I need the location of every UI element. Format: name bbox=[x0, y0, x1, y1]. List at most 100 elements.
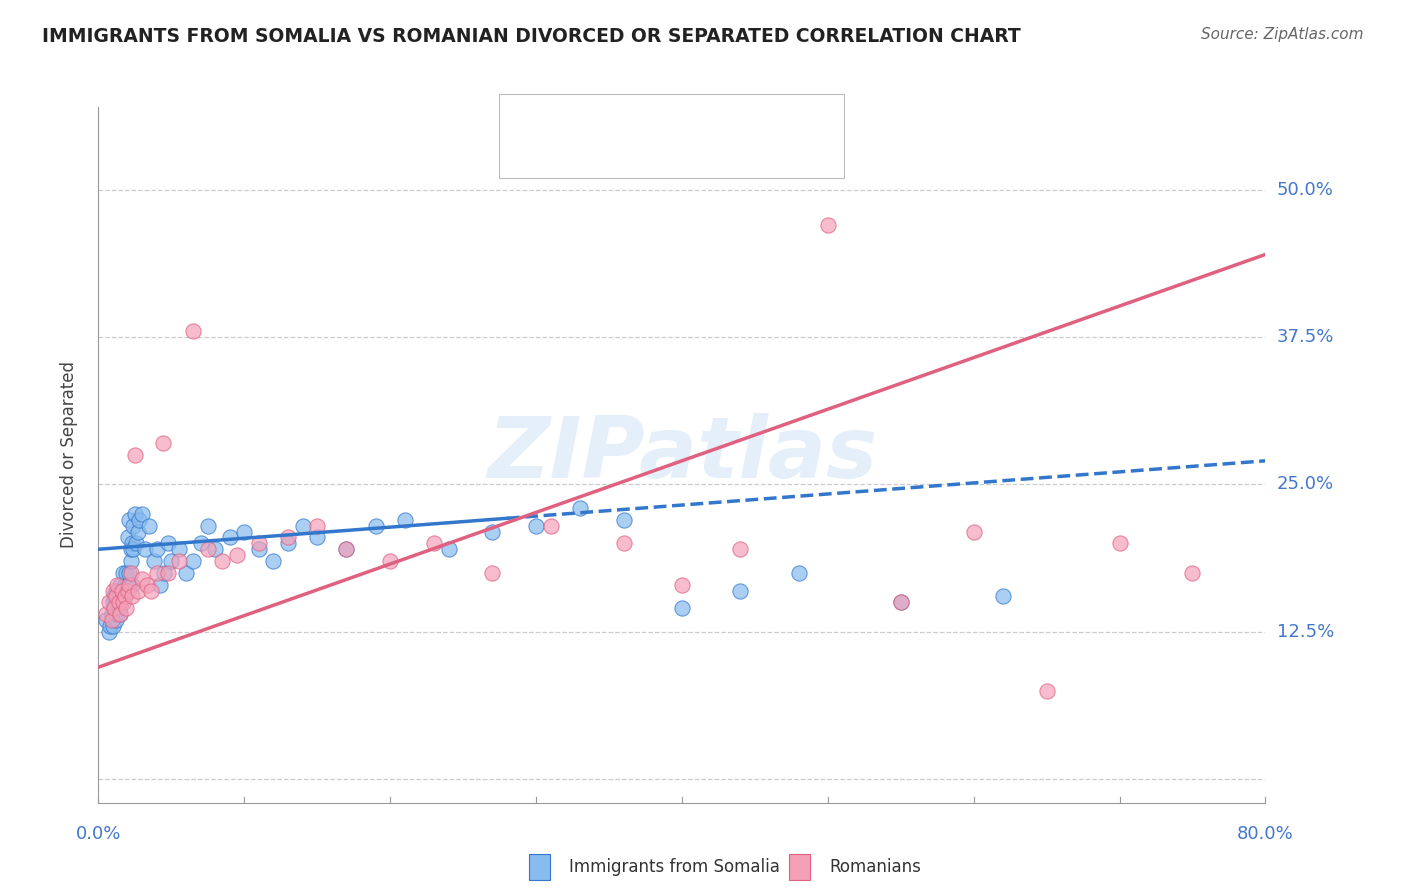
Point bbox=[481, 524, 503, 539]
Point bbox=[120, 542, 142, 557]
Point bbox=[120, 554, 142, 568]
Text: Romanians: Romanians bbox=[830, 858, 921, 876]
Point bbox=[157, 536, 180, 550]
Point bbox=[112, 595, 135, 609]
Point bbox=[114, 590, 136, 604]
Point bbox=[105, 607, 128, 621]
Point bbox=[335, 542, 357, 557]
Point bbox=[153, 566, 176, 580]
Point bbox=[139, 583, 162, 598]
Point bbox=[197, 518, 219, 533]
Point bbox=[104, 583, 127, 598]
Point bbox=[167, 542, 190, 557]
Point bbox=[890, 595, 912, 609]
Point bbox=[247, 536, 270, 550]
Point bbox=[110, 607, 132, 621]
Point bbox=[262, 554, 284, 568]
Point bbox=[481, 566, 503, 580]
Point bbox=[103, 601, 125, 615]
Point bbox=[135, 577, 157, 591]
Point bbox=[108, 595, 131, 609]
Point bbox=[335, 542, 357, 557]
Point bbox=[307, 531, 329, 545]
Point bbox=[307, 518, 329, 533]
Point bbox=[103, 601, 125, 615]
Point bbox=[122, 518, 145, 533]
Point bbox=[204, 542, 226, 557]
Point bbox=[103, 590, 125, 604]
Point bbox=[277, 536, 299, 550]
Point bbox=[100, 607, 122, 621]
Point bbox=[120, 566, 142, 580]
Point bbox=[149, 577, 172, 591]
Point bbox=[612, 536, 634, 550]
Point bbox=[378, 554, 402, 568]
Point bbox=[94, 607, 117, 621]
Point bbox=[423, 536, 446, 550]
Point bbox=[291, 518, 314, 533]
Point bbox=[167, 554, 190, 568]
Point bbox=[128, 513, 150, 527]
Point bbox=[124, 448, 146, 462]
Point bbox=[131, 572, 153, 586]
Point bbox=[117, 577, 139, 591]
Point bbox=[100, 613, 122, 627]
Point bbox=[110, 607, 132, 621]
Point bbox=[115, 566, 138, 580]
Point bbox=[114, 577, 136, 591]
Point bbox=[146, 542, 169, 557]
Point bbox=[105, 577, 128, 591]
Point bbox=[122, 542, 145, 557]
Point bbox=[112, 595, 135, 609]
Point bbox=[190, 536, 212, 550]
Point bbox=[124, 507, 146, 521]
Point bbox=[117, 531, 139, 545]
Point bbox=[142, 554, 165, 568]
Point bbox=[138, 518, 160, 533]
Point bbox=[101, 583, 124, 598]
Point bbox=[108, 601, 131, 615]
Point bbox=[111, 583, 134, 598]
Y-axis label: Divorced or Separated: Divorced or Separated bbox=[59, 361, 77, 549]
Point bbox=[437, 542, 460, 557]
Point bbox=[364, 518, 387, 533]
Point bbox=[160, 554, 183, 568]
Point bbox=[121, 536, 143, 550]
Point bbox=[121, 577, 143, 591]
Point bbox=[127, 524, 149, 539]
Point bbox=[197, 542, 219, 557]
Point bbox=[226, 548, 249, 562]
Text: R = 0.283   N = 75: R = 0.283 N = 75 bbox=[558, 104, 728, 122]
Text: 0.0%: 0.0% bbox=[76, 825, 121, 843]
Point bbox=[394, 513, 416, 527]
Point bbox=[105, 583, 128, 598]
Point bbox=[115, 601, 138, 615]
Point bbox=[1181, 566, 1204, 580]
Point bbox=[146, 566, 169, 580]
Point bbox=[1108, 536, 1130, 550]
Text: Immigrants from Somalia: Immigrants from Somalia bbox=[569, 858, 780, 876]
Point bbox=[247, 542, 270, 557]
Text: IMMIGRANTS FROM SOMALIA VS ROMANIAN DIVORCED OR SEPARATED CORRELATION CHART: IMMIGRANTS FROM SOMALIA VS ROMANIAN DIVO… bbox=[42, 27, 1021, 45]
Point bbox=[787, 566, 810, 580]
Point bbox=[127, 583, 149, 598]
Point bbox=[97, 595, 120, 609]
Point bbox=[991, 590, 1014, 604]
Point bbox=[728, 542, 751, 557]
Text: 80.0%: 80.0% bbox=[1237, 825, 1294, 843]
Point bbox=[110, 595, 132, 609]
Point bbox=[890, 595, 912, 609]
Point bbox=[211, 554, 233, 568]
Point bbox=[540, 518, 562, 533]
Point bbox=[121, 590, 143, 604]
Point bbox=[131, 507, 153, 521]
Point bbox=[962, 524, 984, 539]
Point bbox=[277, 531, 299, 545]
Point bbox=[671, 577, 693, 591]
Point bbox=[134, 542, 156, 557]
Text: 12.5%: 12.5% bbox=[1277, 623, 1334, 640]
Point bbox=[152, 436, 174, 450]
Point bbox=[157, 566, 180, 580]
Point bbox=[181, 324, 204, 338]
Point bbox=[104, 613, 127, 627]
